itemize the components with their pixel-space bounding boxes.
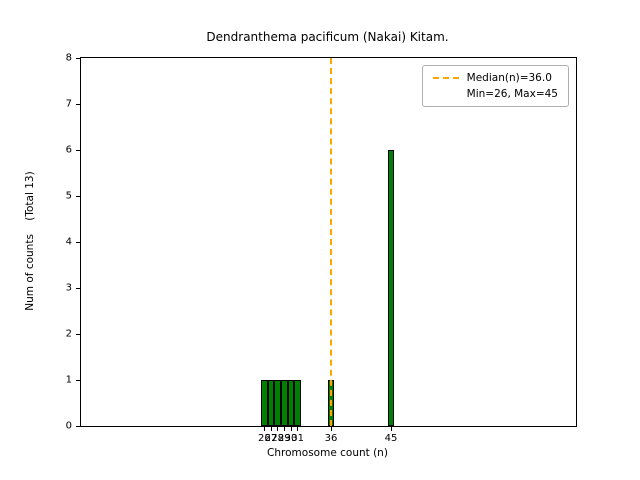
x-tick-label: 27 [264, 433, 278, 444]
legend-entry-minmax: Min=26, Max=45 [433, 88, 558, 100]
x-tick-label: 36 [324, 433, 338, 444]
y-tick-mark [76, 241, 80, 243]
y-tick-label: 2 [65, 328, 72, 340]
legend-entry-label: Min=26, Max=45 [466, 88, 558, 100]
y-tick-label: 0 [65, 420, 72, 432]
y-axis-label: Num of counts (Total 13) [24, 171, 36, 311]
x-axis-label: Chromosome count (n) [267, 447, 388, 459]
x-tick-label: 29 [277, 433, 291, 444]
y-tick-mark [76, 287, 80, 289]
y-tick-mark [76, 379, 80, 381]
plot-area: Median(n)=36.0 Min=26, Max=45 26 27 28 29 30… [66, 53, 577, 444]
chart-title: Dendranthema pacificum (Nakai) Kitam. [206, 30, 449, 44]
x-tick-label: 26 [257, 433, 271, 444]
y-tick-label: 8 [65, 52, 72, 64]
x-tick-label: 28 [271, 433, 285, 444]
y-tick-mark [76, 333, 80, 335]
legend-spacer [433, 93, 459, 95]
x-tick-mark [263, 427, 265, 431]
bar [287, 380, 295, 426]
x-tick-mark [277, 427, 279, 431]
bar [274, 380, 281, 426]
y-tick-label: 4 [65, 236, 72, 248]
y-tick-label: 7 [65, 98, 72, 110]
bar [267, 380, 275, 426]
x-tick-mark [290, 427, 292, 431]
legend: Median(n)=36.0 Min=26, Max=45 [421, 65, 569, 107]
x-tick-mark [390, 427, 392, 431]
legend-entry-median: Median(n)=36.0 [432, 72, 558, 84]
y-tick-label: 5 [65, 190, 72, 202]
bar [294, 380, 301, 426]
y-tick-mark [76, 149, 80, 151]
x-tick-mark [270, 427, 272, 431]
x-tick-label: 31 [291, 433, 305, 444]
y-tick-label: 6 [65, 144, 72, 156]
y-tick-label: 1 [65, 374, 72, 386]
legend-entry-label: Median(n)=36.0 [466, 72, 552, 84]
y-tick-label: 3 [65, 282, 72, 294]
dashed-line-icon [432, 77, 459, 79]
bar [281, 380, 288, 426]
y-tick-mark [76, 103, 80, 105]
x-tick-mark [283, 427, 285, 431]
bar [387, 150, 395, 426]
x-tick-label: 45 [384, 433, 398, 444]
bar [261, 380, 268, 426]
y-tick-mark [76, 425, 80, 427]
x-tick-mark [330, 427, 332, 431]
y-tick-mark [76, 195, 80, 197]
y-tick-mark [76, 57, 80, 59]
median-line [330, 58, 332, 426]
x-tick-label: 30 [284, 433, 298, 444]
x-tick-mark [297, 427, 299, 431]
